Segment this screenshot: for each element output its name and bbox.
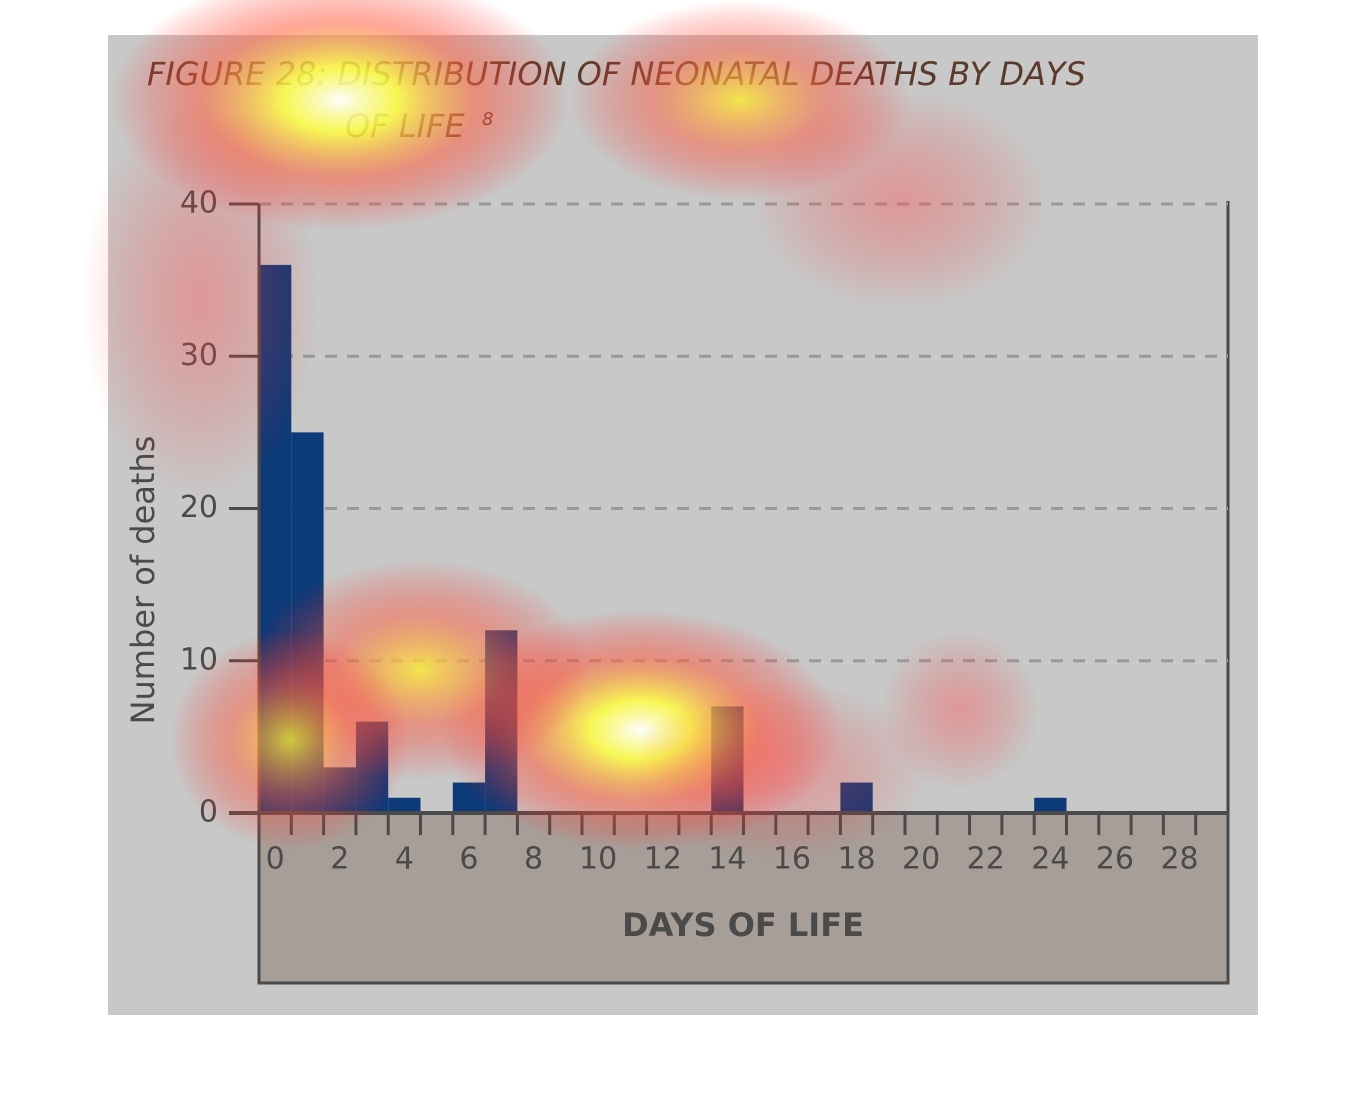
x-tick-label: 6 [459, 842, 478, 877]
x-tick-label: 8 [524, 842, 543, 877]
x-tick-label: 12 [644, 842, 682, 877]
axis-box [257, 811, 1230, 985]
bar [323, 767, 356, 813]
bar [291, 432, 324, 813]
bar [452, 782, 486, 813]
y-tick-label: 10 [180, 642, 218, 677]
bar [388, 797, 421, 813]
x-tick-label: 22 [967, 842, 1005, 877]
bar [485, 630, 518, 813]
chart-title-line2: OF LIFE [345, 107, 465, 145]
x-axis-label: DAYS OF LIFE [622, 906, 864, 944]
x-tick-label: 24 [1031, 842, 1069, 877]
bar [840, 782, 873, 813]
x-tick-label: 10 [579, 842, 617, 877]
x-tick-label: 0 [266, 842, 285, 877]
x-tick-label: 20 [902, 842, 940, 877]
y-tick-label: 0 [199, 795, 218, 830]
x-tick-label: 16 [773, 842, 811, 877]
y-tick-label: 30 [180, 338, 218, 373]
title-superscript: 8 [482, 109, 493, 130]
x-tick-label: 26 [1096, 842, 1134, 877]
y-tick-label: 40 [180, 186, 218, 221]
x-tick-label: 4 [395, 842, 414, 877]
bar [1034, 797, 1067, 813]
bar [711, 706, 744, 813]
x-tick-label: 28 [1160, 842, 1198, 877]
chart-title: FIGURE 28: DISTRIBUTION OF NEONATAL DEAT… [147, 55, 1086, 93]
y-axis-label: Number of deaths [124, 436, 162, 725]
bar [355, 721, 389, 813]
bar [259, 264, 292, 813]
x-tick-label: 14 [708, 842, 746, 877]
x-tick-label: 18 [837, 842, 875, 877]
x-tick-label: 2 [330, 842, 349, 877]
y-tick-label: 20 [180, 490, 218, 525]
